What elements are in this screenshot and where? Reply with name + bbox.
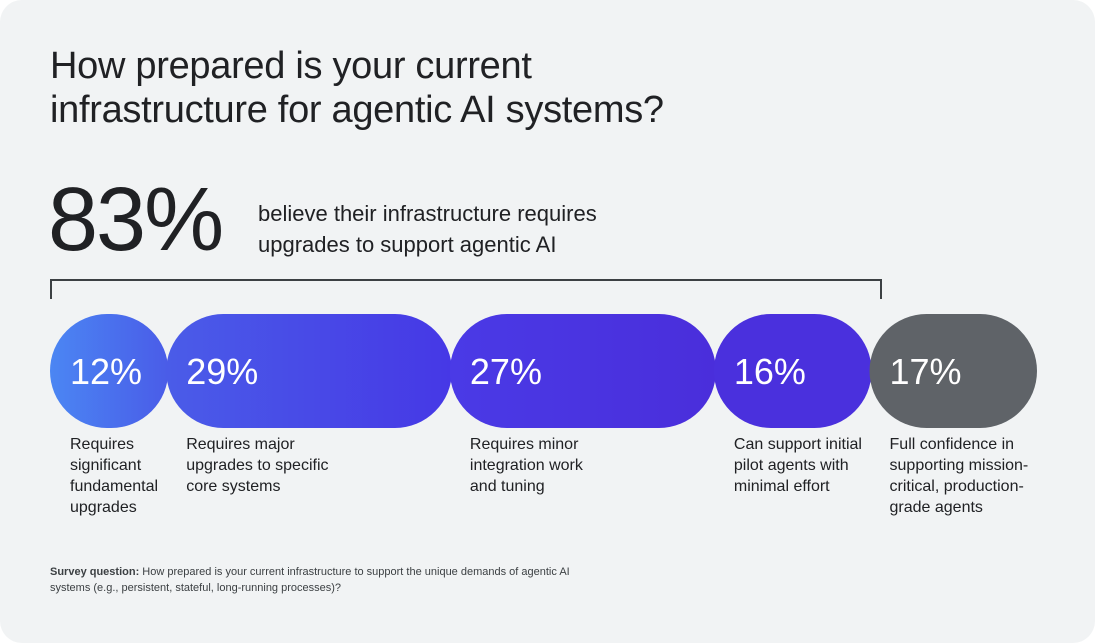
category-label-2-line-2: upgrades to specific bbox=[186, 457, 329, 474]
bar-segment-2 bbox=[166, 314, 452, 428]
bar-segment-3 bbox=[449, 314, 716, 428]
bar-value-label-1: 12% bbox=[70, 351, 142, 392]
category-label-5-line-3: critical, production- bbox=[889, 478, 1024, 495]
total-bracket bbox=[50, 279, 882, 299]
headline-description: believe their infrastructure requires up… bbox=[258, 198, 678, 260]
footnote-label: Survey question: bbox=[50, 566, 140, 578]
bar-value-label-3: 27% bbox=[470, 351, 542, 392]
category-label-2: Requires major upgrades to specific core s… bbox=[186, 434, 328, 497]
category-label-1-line-4: upgrades bbox=[70, 499, 137, 516]
bar-value-label-2: 29% bbox=[186, 351, 258, 392]
category-label-5: Full confidence in supporting mission-cri… bbox=[890, 434, 1029, 518]
category-label-5-line-4: grade agents bbox=[889, 499, 983, 516]
title-line-2: infrastructure for agentic AI systems? bbox=[50, 89, 664, 131]
category-label-1-line-2: significant bbox=[70, 457, 142, 474]
footnote-text: How prepared is your current infrastruct… bbox=[50, 566, 570, 594]
bar-segment-4 bbox=[713, 314, 872, 428]
category-label-1-line-3: fundamental bbox=[70, 478, 159, 495]
title-line-1: How prepared is your current bbox=[50, 45, 532, 87]
category-label-3-line-2: integration work bbox=[469, 457, 583, 474]
category-label-2-line-3: core systems bbox=[186, 478, 281, 495]
category-label-3-line-3: and tuning bbox=[469, 478, 545, 495]
category-label-5-line-1: Full confidence in bbox=[889, 436, 1015, 453]
bar-value-label-4: 16% bbox=[734, 351, 806, 392]
bar-value-label-5: 17% bbox=[890, 351, 962, 392]
bar-segment-5 bbox=[869, 314, 1037, 428]
headline-desc-line-2: upgrades to support agentic AI bbox=[258, 232, 557, 257]
category-label-1: Requires significant fundamental upgrades bbox=[70, 434, 158, 518]
headline-desc-line-1: believe their infrastructure requires bbox=[258, 201, 597, 226]
category-label-3-line-1: Requires minor bbox=[469, 436, 579, 453]
headline-stat: 83% bbox=[48, 170, 224, 270]
category-label-4-line-1: Can support initial bbox=[733, 436, 862, 453]
category-label-5-line-2: supporting mission- bbox=[889, 457, 1029, 474]
category-label-2-line-1: Requires major bbox=[186, 436, 295, 453]
category-label-4: Can support initial pilot agents with mini… bbox=[734, 434, 862, 497]
category-label-1-line-1: Requires bbox=[70, 436, 135, 453]
category-label-4-line-3: minimal effort bbox=[733, 478, 830, 495]
category-label-4-line-2: pilot agents with bbox=[733, 457, 849, 474]
survey-footnote: Survey question: How prepared is your cu… bbox=[50, 564, 570, 596]
bar-segment-1 bbox=[50, 314, 169, 428]
page-title: How prepared is your current infrastruct… bbox=[50, 44, 950, 132]
category-label-3: Requires minor integration work and tuning bbox=[470, 434, 583, 497]
